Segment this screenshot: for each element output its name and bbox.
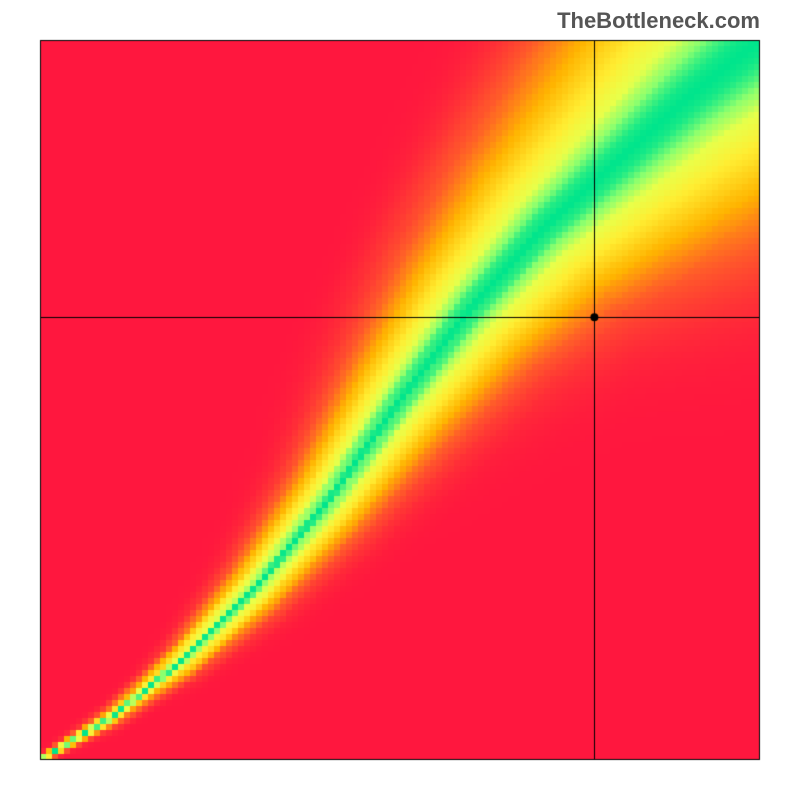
watermark-text: TheBottleneck.com	[557, 8, 760, 34]
bottleneck-heatmap	[0, 0, 800, 800]
chart-container: { "image": { "width": 800, "height": 800…	[0, 0, 800, 800]
